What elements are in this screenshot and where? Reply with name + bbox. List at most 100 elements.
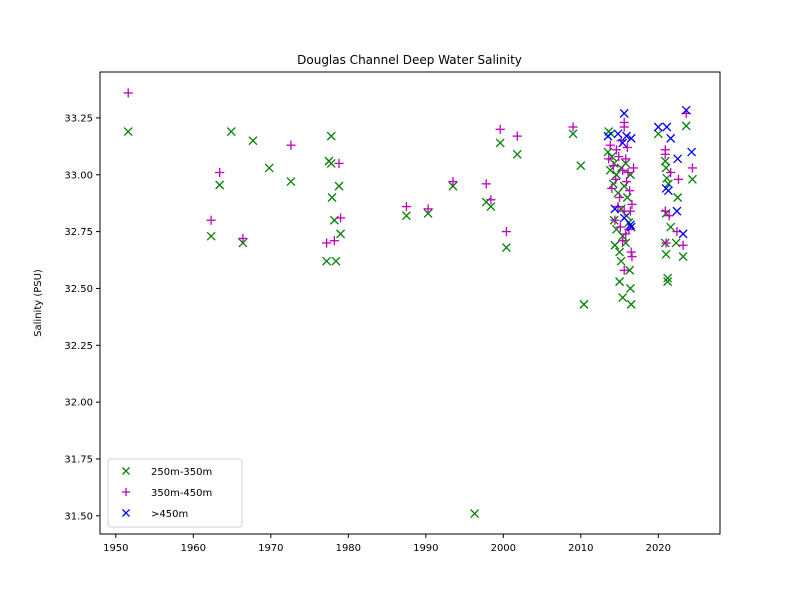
data-point — [615, 222, 625, 232]
data-point — [286, 177, 296, 187]
data-point — [618, 138, 628, 148]
data-point — [614, 192, 625, 203]
data-point — [678, 252, 688, 262]
data-point — [627, 252, 637, 262]
data-point — [334, 158, 344, 168]
y-tick-label: 32.25 — [64, 341, 93, 352]
data-point — [613, 188, 623, 198]
data-point — [628, 163, 639, 173]
data-point — [621, 154, 631, 164]
legend-marker — [122, 467, 130, 475]
x-tick-label: 1980 — [336, 543, 361, 554]
y-axis-label: Salinity (PSU) — [33, 269, 44, 337]
series-0 — [123, 121, 697, 518]
series-2 — [603, 105, 697, 239]
legend-marker — [122, 509, 130, 517]
data-point — [611, 145, 622, 155]
data-point — [621, 176, 632, 187]
series-1 — [123, 88, 698, 275]
data-point — [619, 108, 629, 118]
data-point — [334, 181, 344, 191]
data-point — [663, 186, 673, 196]
data-point — [613, 129, 623, 139]
data-point — [326, 131, 336, 141]
data-point — [615, 247, 625, 257]
data-point — [687, 174, 697, 184]
x-tick-label: 2000 — [491, 543, 516, 554]
data-point — [123, 88, 133, 98]
data-point — [512, 149, 522, 159]
y-tick-label: 33.25 — [64, 113, 93, 124]
y-axis: 31.50 31.75 32.00 32.25 32.50 32.75 33.00 33.25 — [64, 113, 100, 522]
y-tick-label: 31.50 — [64, 511, 93, 522]
data-point — [486, 195, 496, 205]
data-point — [664, 211, 674, 221]
y-tick-label: 32.75 — [64, 227, 93, 238]
data-point — [660, 206, 670, 216]
y-tick-label: 32.50 — [64, 284, 93, 295]
data-point — [625, 220, 635, 230]
legend-marker — [121, 487, 131, 497]
data-point — [666, 133, 676, 143]
data-point — [610, 215, 620, 225]
data-point — [501, 243, 511, 252]
data-point — [238, 233, 248, 244]
x-tick-label: 1960 — [181, 543, 206, 554]
data-point — [215, 180, 225, 190]
x-tick-label: 2010 — [568, 543, 593, 554]
data-point — [264, 163, 274, 173]
x-tick-label: 1990 — [413, 543, 438, 554]
data-point — [206, 215, 216, 225]
data-point — [401, 211, 411, 221]
data-point — [625, 283, 635, 293]
plot-frame — [99, 71, 721, 535]
data-point — [605, 140, 615, 150]
data-point — [625, 265, 635, 275]
data-point — [215, 167, 225, 178]
data-point — [123, 127, 133, 137]
data-point — [681, 121, 691, 131]
data-point — [614, 151, 624, 162]
data-point — [660, 149, 670, 159]
data-point — [495, 124, 505, 134]
y-tick-label: 31.75 — [64, 454, 93, 465]
data-point — [610, 204, 620, 214]
data-point — [486, 202, 496, 212]
chart-title: Douglas Channel Deep Water Salinity — [297, 53, 522, 67]
data-point — [623, 167, 633, 178]
data-point — [327, 193, 337, 202]
data-point — [331, 256, 341, 266]
data-point — [615, 277, 625, 287]
data-point — [663, 277, 673, 287]
data-point — [662, 122, 672, 132]
data-point — [625, 186, 635, 196]
data-point — [616, 256, 626, 266]
data-point — [672, 206, 682, 216]
data-point — [501, 227, 512, 237]
data-point — [495, 138, 505, 148]
legend-frame — [107, 458, 243, 528]
data-point — [661, 163, 671, 173]
data-point — [619, 122, 629, 132]
x-tick-label: 1950 — [103, 543, 128, 554]
data-point — [687, 147, 697, 157]
data-point — [622, 142, 632, 153]
y-tick-label: 32.00 — [64, 398, 93, 409]
data-point — [653, 122, 663, 132]
data-point — [448, 176, 458, 187]
data-point — [625, 206, 636, 216]
data-point — [618, 165, 628, 175]
data-point — [611, 174, 621, 184]
data-point — [626, 299, 636, 309]
legend-label: 250m-350m — [151, 467, 212, 478]
data-point — [678, 229, 688, 239]
data-point — [662, 173, 672, 183]
data-point — [661, 249, 671, 259]
data-point — [687, 163, 698, 173]
data-point — [626, 222, 636, 232]
legend: 250m-350m 350m-450m >450m — [107, 458, 243, 528]
data-point — [608, 161, 618, 171]
x-tick-label: 1970 — [258, 543, 283, 554]
data-point — [576, 161, 586, 171]
data-point — [681, 105, 691, 115]
